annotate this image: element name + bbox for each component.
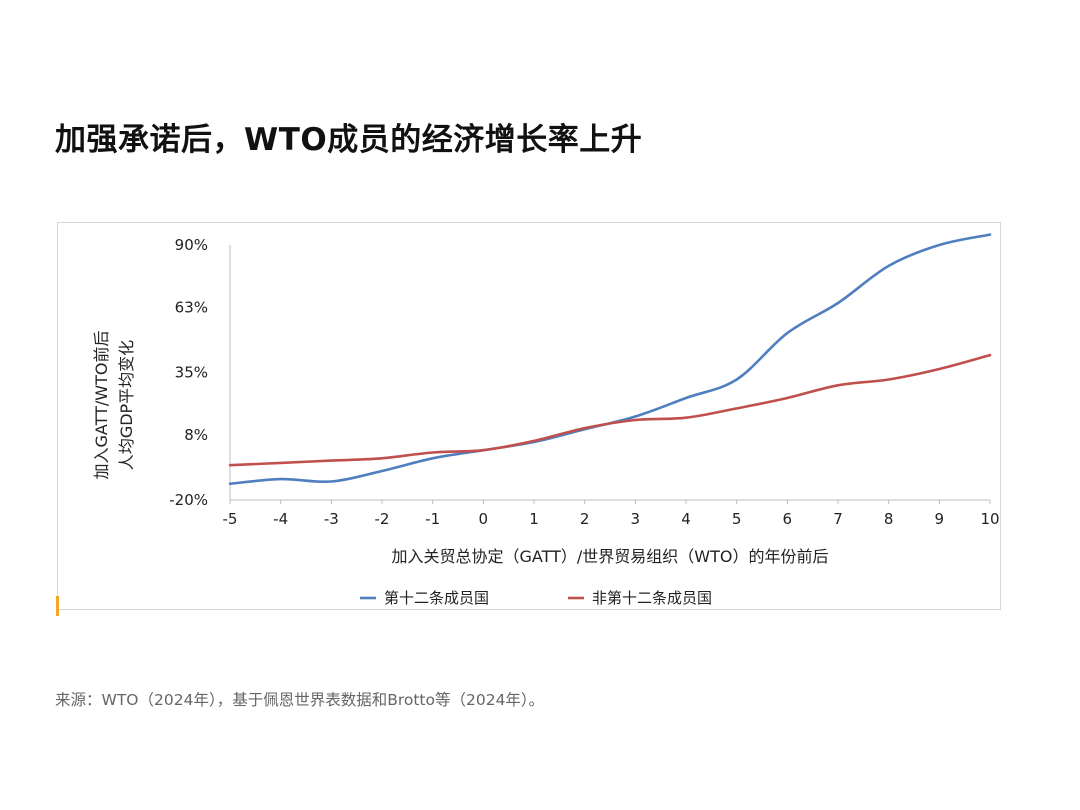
x-tick-label: 7 <box>833 510 843 528</box>
x-tick-label: 3 <box>631 510 641 528</box>
y-tick-label: 35% <box>175 364 208 382</box>
y-tick-label: 90% <box>175 236 208 254</box>
x-tick-label: 9 <box>935 510 945 528</box>
x-tick-label: 8 <box>884 510 894 528</box>
y-tick-label: 63% <box>175 299 208 317</box>
x-tick-label: -4 <box>273 510 288 528</box>
page-title: 加强承诺后，WTO成员的经济增长率上升 <box>55 122 643 158</box>
x-tick-label: 10 <box>980 510 999 528</box>
series-line-2 <box>228 353 992 467</box>
source-note: 来源：WTO（2024年），基于佩恩世界表数据和Brotto等（2024年）。 <box>55 691 545 709</box>
series-line-1 <box>228 233 992 486</box>
x-tick-label: 0 <box>479 510 489 528</box>
accent-bar <box>56 596 59 616</box>
x-tick-label: 6 <box>783 510 793 528</box>
x-tick-label: 2 <box>580 510 590 528</box>
y-tick-label: -20% <box>169 491 208 509</box>
x-tick-label: 4 <box>681 510 691 528</box>
y-tick-label: 8% <box>184 426 208 444</box>
x-axis-ticks: -5 -4 -3 -2 -1 0 1 2 3 4 5 6 7 8 9 10 <box>223 500 1000 528</box>
y-axis-label-line-2: 人均GDP平均变化 <box>117 340 136 470</box>
x-tick-label: -5 <box>223 510 238 528</box>
x-tick-label: -1 <box>425 510 440 528</box>
chart-panel <box>57 222 1001 610</box>
series-lines <box>228 233 992 486</box>
y-axis-label-line-1: 加入GATT/WTO前后 <box>92 331 111 480</box>
x-tick-label: -2 <box>375 510 390 528</box>
chart-legend: 第十二条成员国 非第十二条成员国 <box>360 589 712 607</box>
x-tick-label: -3 <box>324 510 339 528</box>
x-axis-label: 加入关贸总协定（GATT）/世界贸易组织（WTO）的年份前后 <box>392 547 829 566</box>
legend-label-1: 第十二条成员国 <box>384 589 489 607</box>
legend-label-2: 非第十二条成员国 <box>592 589 712 607</box>
y-axis-ticks: 90% 63% 35% 8% -20% <box>169 236 208 509</box>
x-tick-label: 5 <box>732 510 742 528</box>
x-tick-label: 1 <box>529 510 539 528</box>
